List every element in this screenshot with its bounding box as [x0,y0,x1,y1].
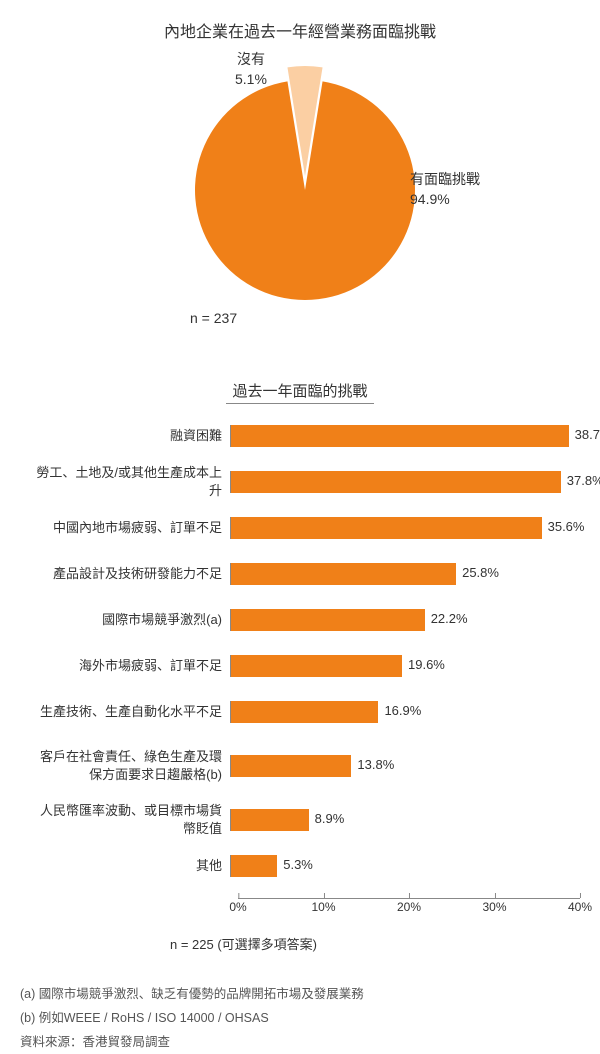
bar-label: 其他 [30,857,230,875]
axis-tick: 30% [482,894,506,914]
bar-value: 13.8% [357,757,394,772]
bar-value: 35.6% [548,519,585,534]
bar-axis: 0%10%20%30%40% [238,898,580,926]
bar-row: 海外市場疲弱、訂單不足 19.6% [30,652,580,680]
bar-value: 16.9% [384,703,421,718]
pie-chart-section: 內地企業在過去一年經營業務面臨挑戰 沒有 5.1% 有面臨挑戰 94.9% n … [0,0,600,370]
bar-value: 37.8% [567,473,600,488]
bar-track: 25.8% [230,563,580,585]
pie-title: 內地企業在過去一年經營業務面臨挑戰 [0,0,600,42]
bar-fill [231,517,542,539]
bar-fill [231,755,351,777]
bar-label: 國際市場競爭激烈(a) [30,611,230,629]
bar-title: 過去一年面臨的挑戰 [226,380,373,404]
bar-value: 8.9% [315,811,345,826]
bar-track: 38.7% [230,425,580,447]
bar-track: 19.6% [230,655,580,677]
bar-label: 產品設計及技術研發能力不足 [30,565,230,583]
bar-label: 生產技術、生產自動化水平不足 [30,703,230,721]
bar-fill [231,471,561,493]
bar-track: 5.3% [230,855,580,877]
bar-fill [231,655,402,677]
bar-row: 融資困難38.7% [30,422,580,450]
axis-tick: 40% [568,894,592,914]
bar-fill [231,855,277,877]
bar-track: 22.2% [230,609,580,631]
bar-fill [231,809,309,831]
bar-track: 37.8% [230,471,580,493]
bar-row: 生產技術、生產自動化水平不足 16.9% [30,698,580,726]
bar-track: 35.6% [230,517,580,539]
footnote-a: (a) 國際市場競爭激烈、缺乏有優勢的品牌開拓市場及發展業務 [20,983,580,1007]
footnotes: (a) 國際市場競爭激烈、缺乏有優勢的品牌開拓市場及發展業務 (b) 例如WEE… [20,983,580,1054]
pie-slice-label-yes: 有面臨挑戰 94.9% [410,170,480,209]
bar-value: 5.3% [283,857,313,872]
bar-value: 22.2% [431,611,468,626]
footnote-source: 資料來源：香港貿發局調查 [20,1031,580,1054]
bar-label: 客戶在社會責任、綠色生產及環保方面要求日趨嚴格(b) [30,748,230,783]
bar-fill [231,609,425,631]
axis-tick: 0% [229,894,246,914]
bar-label: 海外市場疲弱、訂單不足 [30,657,230,675]
bar-n-label: n = 225 (可選擇多項答案) [170,934,600,953]
pie-n-label: n = 237 [190,310,237,326]
bar-fill [231,563,456,585]
bar-chart: 融資困難38.7%勞工、土地及/或其他生產成本上升37.8%中國內地市場疲弱、訂… [30,422,580,880]
bar-label: 融資困難 [30,427,230,445]
bar-chart-section: 過去一年面臨的挑戰 融資困難38.7%勞工、土地及/或其他生產成本上升37.8%… [0,380,600,953]
bar-row: 勞工、土地及/或其他生產成本上升37.8% [30,468,580,496]
bar-row: 人民幣匯率波動、或目標市場貨幣貶值8.9% [30,806,580,834]
bar-value: 38.7% [575,427,600,442]
bar-fill [231,701,378,723]
bar-value: 19.6% [408,657,445,672]
bar-row: 其他 5.3% [30,852,580,880]
bar-value: 25.8% [462,565,499,580]
bar-row: 中國內地市場疲弱、訂單不足35.6% [30,514,580,542]
bar-label: 中國內地市場疲弱、訂單不足 [30,519,230,537]
bar-row: 產品設計及技術研發能力不足 25.8% [30,560,580,588]
bar-label: 人民幣匯率波動、或目標市場貨幣貶值 [30,802,230,837]
bar-track: 16.9% [230,701,580,723]
bar-row: 客戶在社會責任、綠色生產及環保方面要求日趨嚴格(b) 13.8% [30,744,580,788]
pie-chart [175,60,395,280]
bar-row: 國際市場競爭激烈(a) 22.2% [30,606,580,634]
footnote-b: (b) 例如WEEE / RoHS / ISO 14000 / OHSAS [20,1007,580,1031]
axis-tick: 20% [397,894,421,914]
bar-label: 勞工、土地及/或其他生產成本上升 [30,464,230,499]
bar-fill [231,425,569,447]
axis-tick: 10% [311,894,335,914]
bar-track: 8.9% [230,809,580,831]
pie-slice-label-no: 沒有 5.1% [235,50,267,89]
bar-track: 13.8% [230,755,580,777]
